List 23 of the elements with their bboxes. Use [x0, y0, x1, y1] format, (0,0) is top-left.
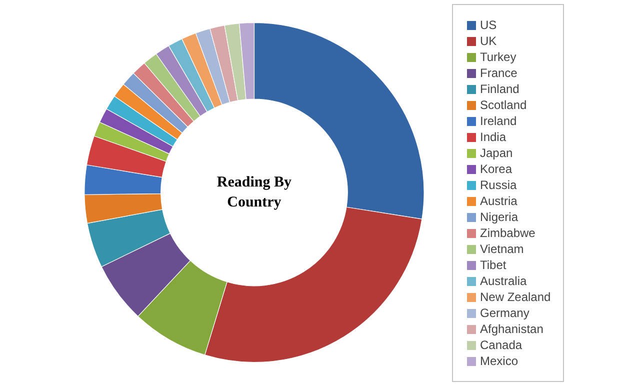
legend-label: New Zealand — [480, 289, 551, 305]
legend-label: Canada — [480, 337, 522, 353]
legend-label: US — [480, 17, 498, 33]
legend-label: Zimbabwe — [480, 225, 536, 241]
legend-label: Russia — [480, 177, 517, 193]
legend-label: Turkey — [480, 49, 516, 65]
legend-label: Afghanistan — [480, 321, 544, 337]
legend-label: Nigeria — [480, 209, 518, 225]
legend-label: Australia — [480, 273, 527, 289]
legend-label: India — [480, 129, 506, 145]
legend-label: Mexico — [480, 353, 518, 369]
legend-label: Finland — [480, 81, 520, 97]
legend-label: Scotland — [480, 97, 527, 113]
legend-label: Austria — [480, 193, 518, 209]
legend-label: Japan — [480, 145, 513, 161]
legend-label: Vietnam — [480, 241, 524, 257]
legend-label: Tibet — [480, 257, 506, 273]
legend-label: Korea — [480, 161, 512, 177]
legend-label: UK — [480, 33, 498, 49]
text: Reading By Country — [216, 174, 292, 210]
legend-label: Germany — [480, 305, 530, 321]
legend-label: France — [480, 65, 518, 81]
legend-label: Ireland — [480, 113, 517, 129]
